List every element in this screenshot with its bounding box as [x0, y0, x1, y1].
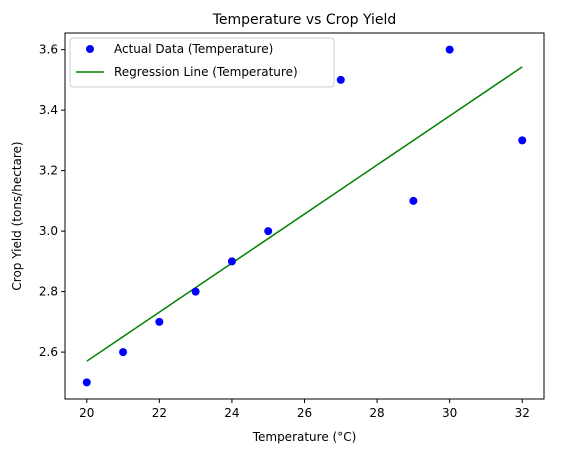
chart-title: Temperature vs Crop Yield — [212, 12, 397, 28]
data-point — [518, 136, 527, 145]
y-tick-label: 2.8 — [39, 285, 58, 299]
legend-box — [69, 37, 335, 88]
x-axis-label: Temperature (°C) — [252, 430, 357, 444]
plot-area — [64, 32, 545, 400]
regression-line — [86, 66, 523, 362]
data-point — [445, 45, 454, 54]
x-tick-label: 26 — [297, 406, 312, 420]
data-point — [155, 317, 164, 326]
y-tick-label: 2.6 — [39, 345, 58, 359]
x-tick-label: 32 — [515, 406, 530, 420]
legend-marker-scatter — [86, 45, 94, 53]
y-axis-label: Crop Yield (tons/hectare) — [10, 141, 24, 290]
legend: Actual Data (Temperature) Regression Lin… — [69, 37, 335, 88]
data-point — [264, 227, 273, 236]
data-point — [409, 196, 418, 205]
legend-label-scatter: Actual Data (Temperature) — [114, 42, 273, 56]
x-tick-label: 30 — [442, 406, 457, 420]
y-tick-label: 3.0 — [39, 224, 58, 238]
y-tick-label: 3.2 — [39, 164, 58, 178]
data-point — [336, 75, 345, 84]
data-point — [191, 287, 200, 296]
x-tick-label: 20 — [79, 406, 94, 420]
y-tick-label: 3.4 — [39, 103, 58, 117]
x-tick-label: 24 — [224, 406, 239, 420]
x-tick-label: 22 — [152, 406, 167, 420]
data-point — [119, 348, 128, 357]
legend-label-line: Regression Line (Temperature) — [114, 65, 298, 79]
data-point — [227, 257, 236, 266]
y-tick-label: 3.6 — [39, 43, 58, 57]
x-tick-label: 28 — [369, 406, 384, 420]
data-point — [82, 378, 91, 387]
plot-marks — [82, 45, 527, 387]
y-axis: 2.6 2.8 3.0 3.2 3.4 3.6 — [39, 43, 65, 359]
x-axis: 20 22 24 26 28 30 32 — [79, 399, 530, 420]
